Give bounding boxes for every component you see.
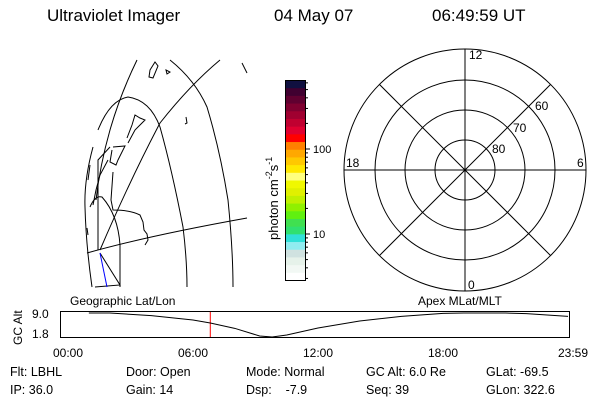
- colorbar-segment: [286, 249, 305, 258]
- colorbar-segment: [286, 87, 305, 96]
- date-label: 04 May 07: [274, 6, 354, 25]
- mlt-label-0: 0: [468, 278, 475, 292]
- chart-frame: [60, 311, 570, 338]
- status-field: Flt: LBHL: [10, 365, 63, 379]
- colorbar-segment: [286, 149, 305, 158]
- colorbar-segment: [286, 126, 305, 135]
- x-tick-label: 06:00: [178, 346, 208, 360]
- colorbar-segment: [286, 133, 305, 143]
- time-label: 06:49:59 UT: [432, 6, 526, 25]
- mlt-label-6: 6: [577, 156, 584, 170]
- status-field: IP: 36.0: [10, 383, 54, 397]
- colorbar-segment: [286, 226, 305, 235]
- instrument-title: Ultraviolet Imager: [47, 6, 181, 25]
- colorbar-segment: [286, 272, 305, 281]
- status-field: Mode: Normal: [246, 365, 325, 379]
- x-tick-label: 23:59: [558, 346, 588, 360]
- colorbar-tick-label: 10: [313, 229, 325, 241]
- colorbar-segment: [286, 164, 305, 173]
- map-grid-line: [86, 217, 248, 254]
- map-grid-arc: [169, 59, 234, 288]
- colorbar-segment: [286, 103, 305, 112]
- y-axis-label: GC Alt: [11, 310, 25, 345]
- colorbar-segment: [286, 95, 305, 104]
- left-panel-title: Geographic Lat/Lon: [70, 294, 175, 308]
- satellite-track: [99, 252, 108, 288]
- status-field: Seq: 39: [366, 383, 410, 397]
- x-tick-label: 18:00: [428, 346, 458, 360]
- colorbar-segment: [286, 203, 305, 212]
- colorbar-segment: [286, 180, 305, 189]
- colorbar-segment: [286, 141, 305, 150]
- colorbar-segment: [286, 233, 305, 243]
- mlt-label-12: 12: [469, 48, 483, 62]
- colorbar-segment: [286, 218, 305, 227]
- right-panel-title: Apex MLat/MLT: [418, 294, 502, 308]
- status-field: GLat: -69.5: [486, 365, 549, 379]
- map-boundary: [84, 146, 94, 288]
- map-grid-line: [94, 252, 121, 288]
- mlat-label-70: 70: [513, 121, 527, 135]
- colorbar-segment: [286, 80, 305, 89]
- map-grid-arc: [241, 62, 248, 74]
- colorbar-segment: [286, 187, 305, 196]
- colorbar-segment: [286, 256, 305, 266]
- mlat-label-60: 60: [535, 99, 549, 113]
- x-tick-label: 00:00: [53, 346, 83, 360]
- map-grid-line: [97, 146, 111, 250]
- colorbar-frame: [285, 80, 306, 281]
- x-tick-label: 12:00: [303, 346, 333, 360]
- colorbar-label: photon cm-2s-1: [264, 157, 281, 240]
- mlat-label-80: 80: [492, 142, 506, 156]
- mlt-line-diagonal: [379, 84, 551, 256]
- colorbar-segment: [286, 110, 305, 119]
- map-grid-line: [99, 59, 221, 251]
- colorbar-segment: [286, 156, 305, 166]
- colorbar-segment: [286, 210, 305, 219]
- colorbar-segment: [286, 195, 305, 204]
- coastline: [86, 164, 91, 236]
- colorbar-segment: [286, 241, 305, 250]
- status-field: Gain: 14: [126, 383, 174, 397]
- status-field: Dsp: -7.9: [246, 383, 308, 397]
- coastline: [148, 61, 188, 125]
- y-tick-label: 9.0: [32, 307, 49, 321]
- colorbar-tick-label: 100: [313, 144, 331, 156]
- status-field: GLon: 322.6: [486, 383, 555, 397]
- altitude-series-line: [88, 312, 569, 338]
- status-field: Door: Open: [126, 365, 191, 379]
- coastline: [92, 114, 149, 246]
- colorbar-segment: [286, 264, 305, 273]
- y-tick-label: 1.8: [32, 327, 49, 341]
- mlt-label-18: 18: [346, 156, 360, 170]
- status-field: GC Alt: 6.0 Re: [366, 365, 446, 379]
- colorbar-segment: [286, 172, 305, 181]
- colorbar-segment: [286, 118, 305, 127]
